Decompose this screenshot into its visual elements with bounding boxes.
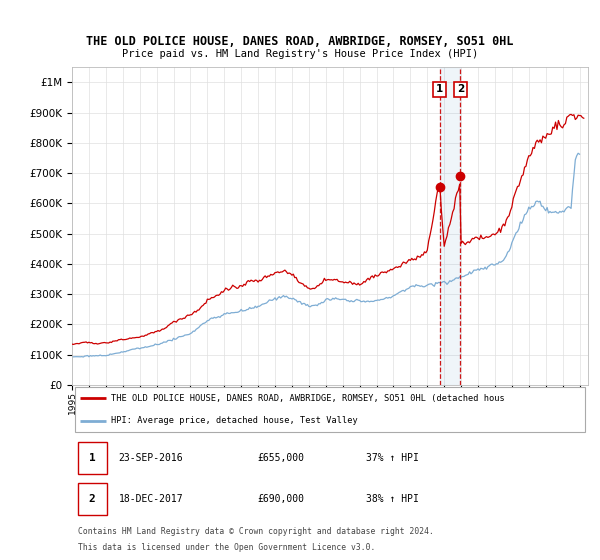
Text: 38% ↑ HPI: 38% ↑ HPI <box>366 494 419 504</box>
Bar <box>440 67 460 385</box>
Text: 23-SEP-2016: 23-SEP-2016 <box>118 452 183 463</box>
FancyBboxPatch shape <box>78 483 107 515</box>
Text: £690,000: £690,000 <box>258 494 305 504</box>
Text: 37% ↑ HPI: 37% ↑ HPI <box>366 452 419 463</box>
Text: This data is licensed under the Open Government Licence v3.0.: This data is licensed under the Open Gov… <box>78 543 376 552</box>
FancyBboxPatch shape <box>78 442 107 474</box>
FancyBboxPatch shape <box>74 387 586 432</box>
Text: HPI: Average price, detached house, Test Valley: HPI: Average price, detached house, Test… <box>110 416 358 425</box>
Text: 1: 1 <box>436 85 443 95</box>
Text: THE OLD POLICE HOUSE, DANES ROAD, AWBRIDGE, ROMSEY, SO51 0HL (detached hous: THE OLD POLICE HOUSE, DANES ROAD, AWBRID… <box>110 394 505 403</box>
Text: Price paid vs. HM Land Registry's House Price Index (HPI): Price paid vs. HM Land Registry's House … <box>122 49 478 59</box>
Text: 1: 1 <box>89 452 95 463</box>
Text: Contains HM Land Registry data © Crown copyright and database right 2024.: Contains HM Land Registry data © Crown c… <box>78 528 434 536</box>
Text: THE OLD POLICE HOUSE, DANES ROAD, AWBRIDGE, ROMSEY, SO51 0HL: THE OLD POLICE HOUSE, DANES ROAD, AWBRID… <box>86 35 514 48</box>
Text: 2: 2 <box>89 494 95 504</box>
Text: 18-DEC-2017: 18-DEC-2017 <box>118 494 183 504</box>
Text: 2: 2 <box>457 85 464 95</box>
Text: £655,000: £655,000 <box>258 452 305 463</box>
